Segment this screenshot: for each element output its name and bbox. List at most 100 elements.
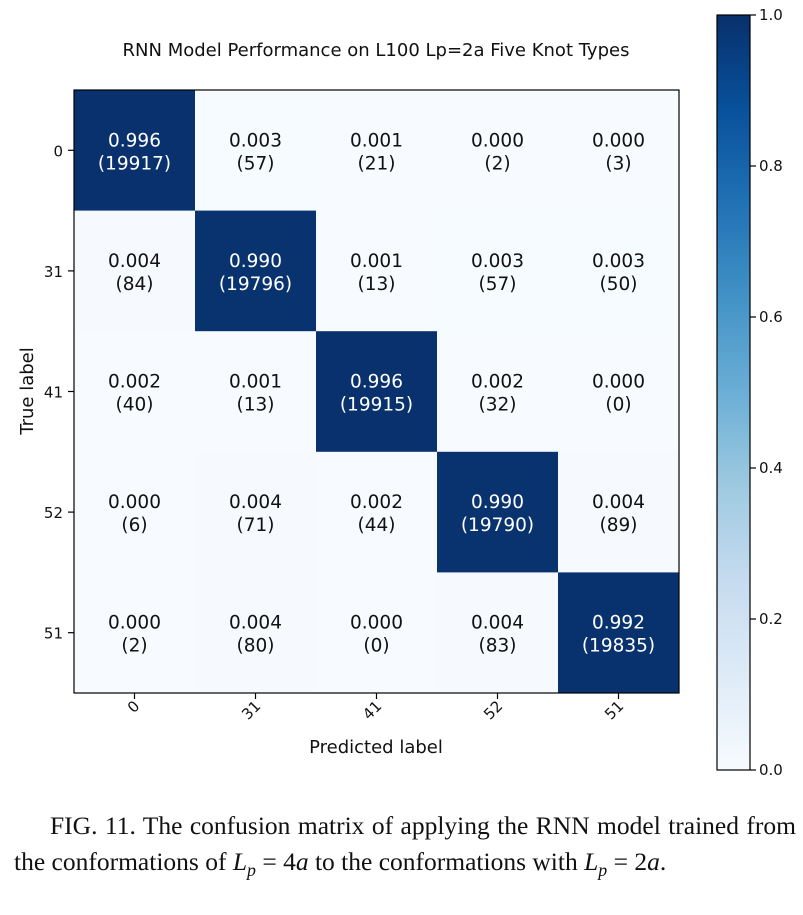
cell-52-51 bbox=[558, 451, 680, 573]
caption-text-3: . bbox=[659, 847, 667, 876]
cell-31-41 bbox=[316, 210, 438, 332]
cell-value-label: 0.000 bbox=[350, 613, 403, 634]
colorbar-tick-label: 0.2 bbox=[759, 610, 783, 628]
cell-count-label: (19915) bbox=[340, 395, 413, 416]
cell-0-31 bbox=[195, 90, 317, 212]
colorbar-tick-label: 0.6 bbox=[759, 308, 783, 326]
heatmap-cells bbox=[74, 90, 680, 694]
cell-count-label: (2) bbox=[121, 636, 147, 657]
cell-count-label: (83) bbox=[479, 636, 517, 657]
caption-math-1: Lp = 4a bbox=[232, 847, 309, 881]
y-tick-label: 0 bbox=[53, 142, 63, 160]
cell-value-label: 0.992 bbox=[592, 613, 645, 634]
y-tick-label: 31 bbox=[44, 263, 63, 281]
cell-value-label: 0.000 bbox=[108, 492, 161, 513]
cell-value-label: 0.996 bbox=[108, 130, 161, 151]
x-tick-label: 0 bbox=[124, 697, 143, 716]
cell-31-0 bbox=[74, 210, 196, 332]
y-tick-label: 41 bbox=[44, 384, 63, 402]
caption-label: FIG. 11. bbox=[50, 811, 136, 840]
cell-value-label: 0.004 bbox=[592, 492, 645, 513]
cell-count-label: (3) bbox=[605, 153, 631, 174]
cell-count-label: (6) bbox=[121, 515, 147, 536]
y-axis-label: True label bbox=[17, 347, 38, 436]
cell-0-0 bbox=[74, 90, 196, 212]
cell-51-31 bbox=[195, 572, 317, 694]
cell-count-label: (89) bbox=[600, 515, 638, 536]
caption-text-1: The confusion matrix of applying the RNN… bbox=[14, 811, 796, 876]
cell-value-label: 0.000 bbox=[592, 130, 645, 151]
cell-count-label: (21) bbox=[358, 153, 396, 174]
cell-41-52 bbox=[437, 331, 559, 453]
cell-value-label: 0.004 bbox=[108, 251, 161, 272]
cell-41-0 bbox=[74, 331, 196, 453]
cell-52-31 bbox=[195, 451, 317, 573]
cell-51-51 bbox=[558, 572, 680, 694]
colorbar-tick-label: 0.8 bbox=[759, 157, 783, 175]
cell-value-label: 0.990 bbox=[471, 492, 524, 513]
cell-count-label: (2) bbox=[484, 153, 510, 174]
chart-title: RNN Model Performance on L100 Lp=2a Five… bbox=[123, 40, 630, 61]
cell-count-label: (19917) bbox=[98, 153, 171, 174]
x-tick-label: 41 bbox=[359, 697, 385, 723]
caption-math-2: Lp = 2a bbox=[584, 847, 660, 881]
cell-count-label: (40) bbox=[116, 395, 154, 416]
cell-value-label: 0.003 bbox=[592, 251, 645, 272]
cell-count-label: (0) bbox=[605, 395, 631, 416]
cell-count-label: (57) bbox=[479, 274, 517, 295]
x-tick-label: 51 bbox=[601, 697, 627, 723]
cell-0-52 bbox=[437, 90, 559, 212]
cell-value-label: 0.000 bbox=[592, 372, 645, 393]
cell-count-label: (19790) bbox=[461, 515, 534, 536]
cell-count-label: (19796) bbox=[219, 274, 292, 295]
cell-count-label: (84) bbox=[116, 274, 154, 295]
cell-value-label: 0.001 bbox=[229, 372, 282, 393]
cell-value-label: 0.000 bbox=[108, 613, 161, 634]
cell-52-0 bbox=[74, 451, 196, 573]
cell-value-label: 0.990 bbox=[229, 251, 282, 272]
cell-count-label: (32) bbox=[479, 395, 517, 416]
colorbar bbox=[716, 14, 751, 771]
y-tick-label: 52 bbox=[44, 504, 63, 522]
colorbar-tick-label: 1.0 bbox=[759, 6, 783, 24]
cell-41-51 bbox=[558, 331, 680, 453]
cell-value-label: 0.001 bbox=[350, 130, 403, 151]
cell-count-label: (50) bbox=[600, 274, 638, 295]
cell-51-52 bbox=[437, 572, 559, 694]
cell-value-label: 0.002 bbox=[350, 492, 403, 513]
colorbar-tick-label: 0.0 bbox=[759, 761, 783, 779]
cell-0-41 bbox=[316, 90, 438, 212]
cell-value-label: 0.996 bbox=[350, 372, 403, 393]
cell-value-label: 0.003 bbox=[471, 251, 524, 272]
cell-count-label: (80) bbox=[237, 636, 275, 657]
colorbar-ticks: 0.0 0.2 0.4 0.6 0.8 1.0 bbox=[750, 6, 783, 779]
x-tick-label: 31 bbox=[238, 697, 264, 723]
cell-51-0 bbox=[74, 572, 196, 694]
cell-count-label: (57) bbox=[237, 153, 275, 174]
cell-41-41 bbox=[316, 331, 438, 453]
x-axis-label: Predicted label bbox=[309, 737, 443, 758]
cell-31-52 bbox=[437, 210, 559, 332]
cell-value-label: 0.002 bbox=[108, 372, 161, 393]
cell-value-label: 0.003 bbox=[229, 130, 282, 151]
cell-count-label: (44) bbox=[358, 515, 396, 536]
cell-52-41 bbox=[316, 451, 438, 573]
cell-51-41 bbox=[316, 572, 438, 694]
y-axis-ticks: 0 31 41 52 51 bbox=[44, 142, 74, 643]
cell-value-label: 0.002 bbox=[471, 372, 524, 393]
cell-count-label: (13) bbox=[237, 395, 275, 416]
cell-count-label: (0) bbox=[363, 636, 389, 657]
figure-caption: FIG. 11. The confusion matrix of applyin… bbox=[14, 808, 796, 888]
colorbar-tick-label: 0.4 bbox=[759, 459, 783, 477]
cell-41-31 bbox=[195, 331, 317, 453]
cell-count-label: (13) bbox=[358, 274, 396, 295]
x-tick-label: 52 bbox=[480, 697, 506, 723]
heatmap-cell-labels: 0.996(19917)0.003(57)0.001(21)0.000(2)0.… bbox=[98, 130, 655, 656]
cell-52-52 bbox=[437, 451, 559, 573]
caption-text-2: to the conformations with bbox=[308, 847, 585, 876]
cell-31-31 bbox=[195, 210, 317, 332]
cell-value-label: 0.004 bbox=[471, 613, 524, 634]
cell-value-label: 0.004 bbox=[229, 613, 282, 634]
x-axis-ticks: 0 31 41 52 51 bbox=[124, 693, 627, 723]
cell-value-label: 0.000 bbox=[471, 130, 524, 151]
